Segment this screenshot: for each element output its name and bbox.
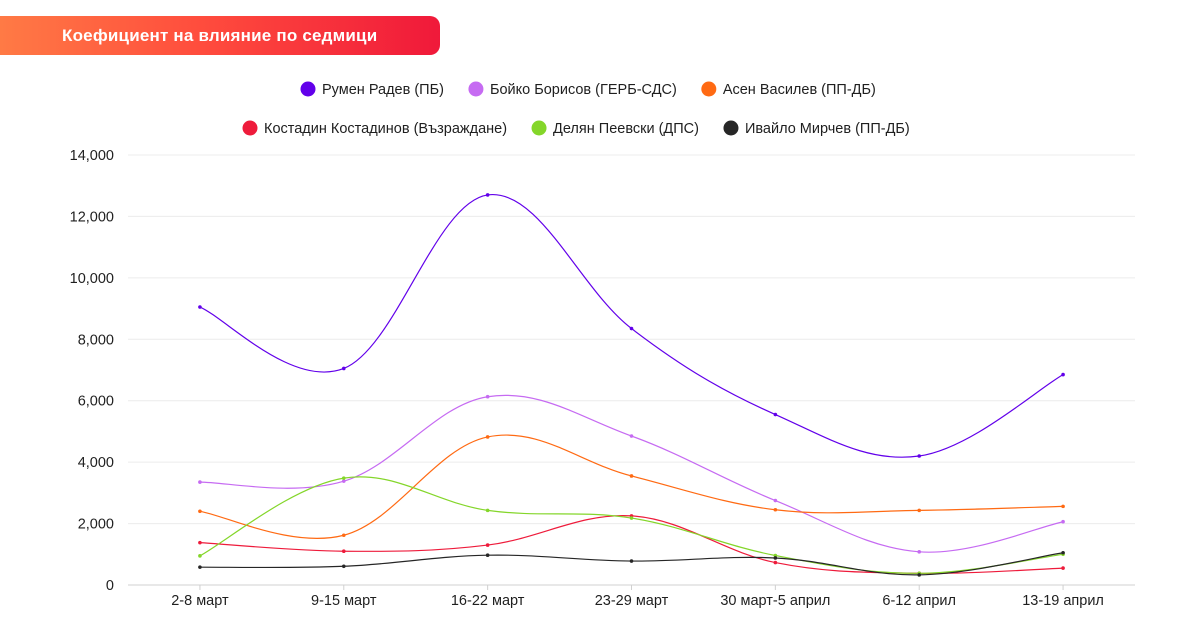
data-point [1061, 550, 1065, 555]
legend-item[interactable]: Румен Радев (ПБ) [300, 81, 444, 99]
x-tick-label: 23-29 март [595, 593, 669, 609]
x-tick-label: 30 март-5 април [720, 593, 830, 609]
legend-item[interactable]: Делян Пеевски (ДПС) [531, 120, 699, 138]
data-point [198, 540, 202, 545]
legend-marker [701, 81, 717, 97]
data-point [198, 305, 202, 309]
data-point [341, 476, 346, 480]
series-line [199, 394, 1064, 553]
legend-marker [300, 81, 316, 97]
y-tick-label: 0 [106, 578, 114, 594]
data-point [341, 366, 346, 371]
y-tick-label: 6,000 [78, 394, 114, 410]
data-point [1061, 504, 1065, 509]
x-tick-label: 9-15 март [311, 593, 377, 609]
data-point [485, 553, 490, 558]
series-2 [198, 394, 1065, 554]
y-tick-label: 8,000 [78, 332, 114, 348]
legend: Румен Радев (ПБ) Бойко Борисов (ГЕРБ-СДС)… [242, 81, 910, 138]
chart-title: Коефициент на влияние по седмици [62, 25, 378, 45]
x-axis: 2-8 март 9-15 март 16-22 март 23-29 март 30 … [171, 585, 1104, 609]
data-point [341, 533, 346, 538]
x-tick-label: 13-19 април [1022, 593, 1104, 609]
series-6 [198, 550, 1065, 577]
data-point [629, 516, 634, 520]
data-point [485, 394, 490, 399]
data-point [629, 559, 634, 563]
data-point [198, 565, 202, 569]
x-tick-label: 6-12 април [882, 593, 956, 609]
data-point [773, 560, 778, 565]
data-point [198, 509, 202, 514]
series-line [199, 515, 1064, 575]
legend-item[interactable]: Костадин Костадинов (Възраждане) [242, 120, 508, 138]
data-point [485, 508, 490, 513]
data-point [773, 412, 778, 417]
series-lines [198, 193, 1065, 577]
data-point [1061, 372, 1065, 377]
legend-marker [468, 81, 484, 97]
y-tick-label: 10,000 [70, 271, 114, 287]
legend-label: Румен Радев (ПБ) [322, 82, 444, 98]
series-1 [198, 193, 1065, 458]
data-point [341, 479, 346, 483]
y-axis: 0 2,000 4,000 6,000 8,000 10,000 12,000 14,000 [70, 148, 114, 594]
data-point [629, 434, 634, 438]
y-tick-label: 4,000 [78, 455, 114, 471]
series-line [199, 434, 1064, 539]
series-line [199, 476, 1064, 574]
data-point [773, 498, 778, 503]
data-point [917, 508, 922, 513]
legend-label: Бойко Борисов (ГЕРБ-СДС) [490, 82, 677, 98]
y-tick-label: 2,000 [78, 517, 114, 533]
legend-marker [242, 120, 258, 136]
legend-label: Асен Василев (ПП-ДБ) [723, 82, 876, 98]
data-point [341, 549, 346, 554]
data-point [773, 556, 778, 560]
data-point [198, 554, 202, 558]
data-point [1061, 519, 1065, 524]
data-point [485, 435, 490, 439]
data-point [1061, 566, 1065, 570]
data-point [917, 573, 922, 577]
legend-marker [723, 120, 739, 136]
data-point [485, 193, 490, 197]
data-point [629, 326, 634, 331]
data-point [773, 507, 778, 512]
data-point [629, 474, 634, 478]
legend-label: Делян Пеевски (ДПС) [553, 121, 699, 137]
legend-marker [531, 120, 547, 136]
data-point [917, 550, 922, 554]
legend-item[interactable]: Асен Василев (ПП-ДБ) [701, 81, 876, 99]
legend-item[interactable]: Бойко Борисов (ГЕРБ-СДС) [468, 81, 677, 99]
data-point [485, 543, 490, 547]
legend-label: Ивайло Мирчев (ПП-ДБ) [745, 121, 910, 137]
gridlines [128, 154, 1135, 586]
chart-title-banner: Коефициент на влияние по седмици [0, 16, 440, 55]
series-line [199, 194, 1064, 458]
x-tick-label: 2-8 март [171, 593, 229, 609]
series-line [199, 552, 1064, 576]
data-point [198, 480, 202, 484]
x-tick-label: 16-22 март [451, 593, 525, 609]
y-tick-label: 12,000 [70, 209, 114, 225]
data-point [917, 454, 922, 458]
data-point [341, 564, 346, 569]
legend-item[interactable]: Ивайло Мирчев (ПП-ДБ) [723, 120, 910, 138]
legend-label: Костадин Костадинов (Възраждане) [264, 121, 507, 137]
y-tick-label: 14,000 [70, 148, 114, 164]
series-3 [198, 434, 1065, 539]
